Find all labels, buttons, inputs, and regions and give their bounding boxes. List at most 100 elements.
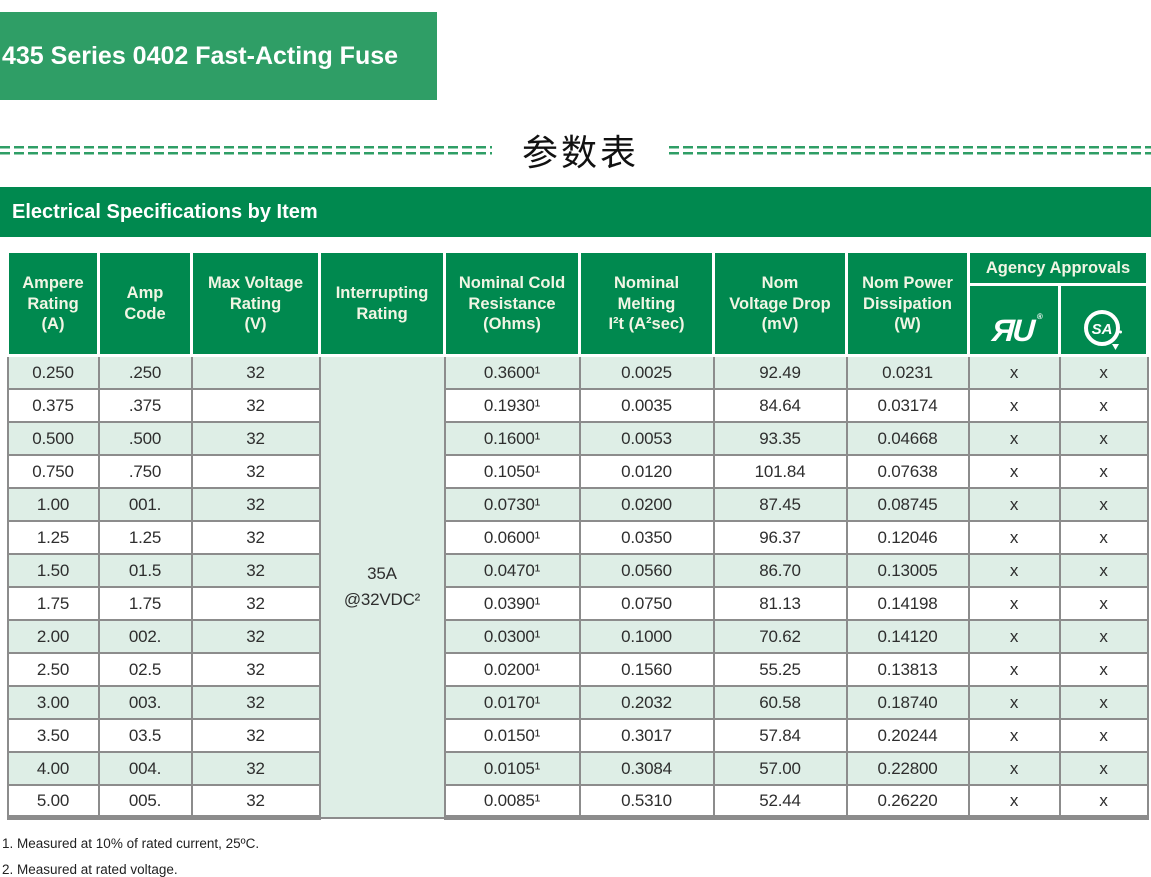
table-cell: 92.49	[712, 354, 848, 390]
table-cell: x	[967, 486, 1061, 522]
table-cell: 32	[190, 519, 321, 555]
table-cell: x	[967, 453, 1061, 489]
interrupting-rating-cell: 35A @32VDC²	[318, 354, 446, 819]
table-cell: 57.84	[712, 717, 848, 753]
table-cell: 004.	[97, 750, 193, 786]
footnote-1: 1. Measured at 10% of rated current, 25º…	[2, 836, 260, 852]
table-cell: x	[967, 750, 1061, 786]
registered-mark-icon: ®	[1036, 311, 1041, 321]
table-row: 3.00 003. 32 0.0170¹ 0.2032 60.58 0.18740 x x	[6, 684, 1149, 720]
ul-icon: ЯU ®	[990, 311, 1041, 348]
dashed-rule-right	[669, 145, 1151, 155]
table-cell: 5.00	[6, 783, 100, 821]
table-cell: x	[1058, 387, 1149, 423]
table-cell: x	[967, 387, 1061, 423]
table-cell: 0.0560	[578, 552, 715, 588]
table-row: 2.50 02.5 32 0.0200¹ 0.1560 55.25 0.13813 x x	[6, 651, 1149, 687]
table-cell: 96.37	[712, 519, 848, 555]
series-title-banner: 435 Series 0402 Fast-Acting Fuse	[0, 12, 437, 100]
col-header-nom-power-dissipation: Nom Power Dissipation (W)	[845, 249, 970, 358]
table-cell: x	[1058, 453, 1149, 489]
table-cell: 0.18740	[845, 684, 970, 720]
table-cell: 0.0350	[578, 519, 715, 555]
table-cell: x	[967, 651, 1061, 687]
table-cell: 0.12046	[845, 519, 970, 555]
table-cell: 0.1050¹	[443, 453, 581, 489]
table-cell: 005.	[97, 783, 193, 821]
table-cell: 52.44	[712, 783, 848, 821]
table-cell: 93.35	[712, 420, 848, 456]
table-cell: 0.250	[6, 354, 100, 390]
table-cell: x	[967, 519, 1061, 555]
table-cell: 32	[190, 783, 321, 821]
table-cell: 003.	[97, 684, 193, 720]
table-cell: 0.14120	[845, 618, 970, 654]
table-cell: 101.84	[712, 453, 848, 489]
table-cell: 0.0750	[578, 585, 715, 621]
table-cell: x	[967, 717, 1061, 753]
table-cell: x	[1058, 684, 1149, 720]
table-cell: .250	[97, 354, 193, 390]
table-cell: 02.5	[97, 651, 193, 687]
table-cell: 32	[190, 354, 321, 390]
table-cell: 0.04668	[845, 420, 970, 456]
table-cell: x	[1058, 519, 1149, 555]
table-row: 1.00 001. 32 0.0730¹ 0.0200 87.45 0.08745 x x	[6, 486, 1149, 522]
spec-section-title: Electrical Specifications by Item	[12, 200, 318, 223]
table-cell: 002.	[97, 618, 193, 654]
table-cell: 0.0085¹	[443, 783, 581, 821]
table-row: 0.375.375 32 0.1930¹ 0.0035 84.64 0.03174 x x	[6, 387, 1149, 423]
table-row: 3.50 03.5 32 0.0150¹ 0.3017 57.84 0.20244 x x	[6, 717, 1149, 753]
table-cell: x	[1058, 783, 1149, 821]
table-cell: 0.03174	[845, 387, 970, 423]
svg-text:SA: SA	[1091, 321, 1112, 338]
table-cell: 0.08745	[845, 486, 970, 522]
table-cell: x	[967, 420, 1061, 456]
table-cell: 0.0300¹	[443, 618, 581, 654]
table-cell: 0.0120	[578, 453, 715, 489]
table-cell: 1.75	[97, 585, 193, 621]
table-cell: 32	[190, 717, 321, 753]
table-cell: 01.5	[97, 552, 193, 588]
table-cell: x	[1058, 354, 1149, 390]
table-cell: x	[1058, 717, 1149, 753]
table-cell: 0.500	[6, 420, 100, 456]
table-row: 4.00 004. 32 0.0105¹ 0.3084 57.00 0.22800 x x	[6, 750, 1149, 786]
csa-icon: SA	[1083, 310, 1122, 351]
col-header-nominal-melting-i2t: Nominal Melting I²t (A²sec)	[578, 249, 715, 358]
table-cell: x	[1058, 420, 1149, 456]
table-cell: 1.50	[6, 552, 100, 588]
table-cell: 0.3084	[578, 750, 715, 786]
table-cell: .500	[97, 420, 193, 456]
table-cell: 0.0150¹	[443, 717, 581, 753]
table-cell: 0.0200¹	[443, 651, 581, 687]
table-cell: x	[967, 684, 1061, 720]
table-cell: x	[967, 552, 1061, 588]
col-header-interrupting-rating: Interrupting Rating	[318, 249, 446, 358]
table-cell: 32	[190, 618, 321, 654]
table-cell: x	[967, 585, 1061, 621]
table-cell: 0.13005	[845, 552, 970, 588]
table-cell: 0.20244	[845, 717, 970, 753]
table-cell: 32	[190, 684, 321, 720]
table-cell: 87.45	[712, 486, 848, 522]
table-cell: 32	[190, 453, 321, 489]
table-cell: .750	[97, 453, 193, 489]
table-cell: x	[1058, 585, 1149, 621]
table-cell: 0.0035	[578, 387, 715, 423]
table-cell: 0.0231	[845, 354, 970, 390]
table-cell: 001.	[97, 486, 193, 522]
table-cell: 0.07638	[845, 453, 970, 489]
table-row: 1.50 01.5 32 0.0470¹ 0.0560 86.70 0.13005 x x	[6, 552, 1149, 588]
table-cell: x	[1058, 552, 1149, 588]
table-cell: 57.00	[712, 750, 848, 786]
table-cell: 0.0025	[578, 354, 715, 390]
section-title: 参数表	[522, 133, 640, 174]
table-cell: 32	[190, 651, 321, 687]
table-cell: 0.0600¹	[443, 519, 581, 555]
table-cell: x	[1058, 486, 1149, 522]
table-cell: 0.3600¹	[443, 354, 581, 390]
table-cell: 0.26220	[845, 783, 970, 821]
table-cell: 0.0200	[578, 486, 715, 522]
table-cell: 0.22800	[845, 750, 970, 786]
